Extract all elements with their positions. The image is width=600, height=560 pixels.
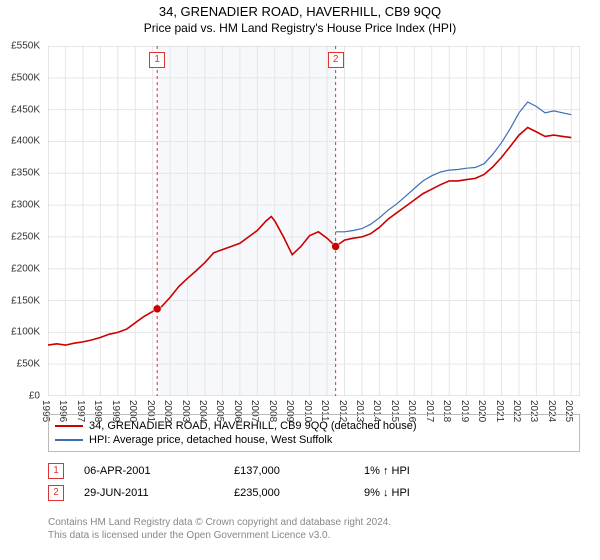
event-date: 29-JUN-2011 bbox=[84, 487, 234, 499]
legend-item: HPI: Average price, detached house, West… bbox=[55, 433, 573, 447]
footer: Contains HM Land Registry data © Crown c… bbox=[48, 516, 580, 542]
event-change: 9% ↓ HPI bbox=[364, 487, 484, 499]
y-axis-label: £200K bbox=[0, 263, 40, 274]
events-table: 1 06-APR-2001 £137,000 1% ↑ HPI 2 29-JUN… bbox=[48, 460, 580, 504]
y-axis-label: £0 bbox=[0, 391, 40, 402]
y-axis-label: £100K bbox=[0, 327, 40, 338]
y-axis-label: £300K bbox=[0, 200, 40, 211]
legend-swatch bbox=[55, 439, 83, 441]
y-axis-label: £250K bbox=[0, 231, 40, 242]
event-marker-box: 1 bbox=[149, 52, 165, 68]
event-price: £235,000 bbox=[234, 487, 364, 499]
y-axis-label: £150K bbox=[0, 295, 40, 306]
y-axis-label: £500K bbox=[0, 72, 40, 83]
chart-area: £0£50K£100K£150K£200K£250K£300K£350K£400… bbox=[48, 46, 580, 396]
y-axis-label: £50K bbox=[0, 359, 40, 370]
event-marker-box: 2 bbox=[328, 52, 344, 68]
legend-item: 34, GRENADIER ROAD, HAVERHILL, CB9 9QQ (… bbox=[55, 419, 573, 433]
legend-label: HPI: Average price, detached house, West… bbox=[89, 434, 332, 446]
event-badge: 1 bbox=[48, 463, 64, 479]
footer-line: Contains HM Land Registry data © Crown c… bbox=[48, 516, 580, 529]
event-price: £137,000 bbox=[234, 465, 364, 477]
chart-subtitle: Price paid vs. HM Land Registry's House … bbox=[0, 19, 600, 37]
y-axis-label: £550K bbox=[0, 41, 40, 52]
legend-swatch bbox=[55, 425, 83, 427]
event-change: 1% ↑ HPI bbox=[364, 465, 484, 477]
event-row: 2 29-JUN-2011 £235,000 9% ↓ HPI bbox=[48, 482, 580, 504]
legend: 34, GRENADIER ROAD, HAVERHILL, CB9 9QQ (… bbox=[48, 414, 580, 452]
chart-title: 34, GRENADIER ROAD, HAVERHILL, CB9 9QQ bbox=[0, 0, 600, 19]
y-axis-label: £400K bbox=[0, 136, 40, 147]
event-badge: 2 bbox=[48, 485, 64, 501]
event-row: 1 06-APR-2001 £137,000 1% ↑ HPI bbox=[48, 460, 580, 482]
event-date: 06-APR-2001 bbox=[84, 465, 234, 477]
y-axis-label: £350K bbox=[0, 168, 40, 179]
legend-label: 34, GRENADIER ROAD, HAVERHILL, CB9 9QQ (… bbox=[89, 420, 416, 432]
footer-line: This data is licensed under the Open Gov… bbox=[48, 529, 580, 542]
chart-svg bbox=[48, 46, 580, 396]
y-axis-label: £450K bbox=[0, 104, 40, 115]
